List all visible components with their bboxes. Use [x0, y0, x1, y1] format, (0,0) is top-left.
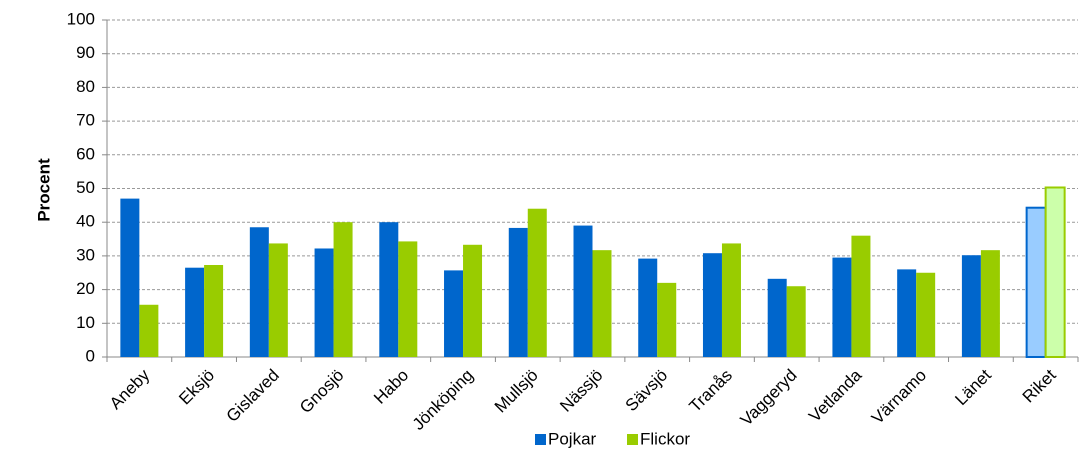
x-tick-label: Gnosjö: [296, 366, 348, 418]
x-tick-label: Habo: [370, 366, 412, 408]
bar: [1025, 206, 1047, 358]
x-tick-label: Eksjö: [175, 366, 218, 409]
x-tick-label: Vetlanda: [805, 365, 866, 426]
bar: [961, 255, 981, 357]
y-axis-label: Procent: [34, 158, 53, 222]
x-tick-label: Länet: [951, 365, 995, 409]
y-tick-label: 0: [86, 346, 95, 365]
x-tick-label: Nässjö: [556, 366, 606, 416]
bar: [139, 304, 159, 357]
bar: [527, 208, 547, 357]
bar: [702, 253, 722, 357]
bar: [185, 267, 205, 357]
y-tick-label: 50: [76, 178, 95, 197]
y-tick-label: 90: [76, 43, 95, 62]
bar: [638, 258, 658, 357]
x-tick-label: Gislaved: [223, 366, 283, 426]
legend-label: Pojkar: [548, 429, 597, 448]
y-tick-label: 40: [76, 212, 95, 231]
bar: [444, 270, 464, 357]
bar: [398, 241, 418, 357]
y-tick-label: 70: [76, 111, 95, 130]
bar: [379, 222, 399, 357]
y-tick-label: 80: [76, 77, 95, 96]
x-tick-label: Vaggeryd: [737, 366, 801, 430]
bar: [721, 243, 741, 357]
bar: [333, 222, 353, 357]
legend-label: Flickor: [640, 429, 690, 448]
bar: [851, 235, 871, 357]
y-tick-label: 30: [76, 245, 95, 264]
y-tick-label: 100: [67, 9, 95, 28]
bar: [980, 250, 1000, 357]
bar: [657, 282, 677, 357]
x-tick-label: Värnamo: [868, 366, 930, 428]
x-tick-label: Riket: [1019, 365, 1060, 406]
y-tick-label: 10: [76, 313, 95, 332]
bar: [463, 244, 483, 357]
bar: [832, 257, 852, 357]
bar: [592, 250, 612, 357]
legend-swatch: [627, 434, 638, 445]
y-tick-label: 20: [76, 279, 95, 298]
bar: [573, 225, 593, 357]
bar: [1044, 186, 1066, 358]
x-tick-label: Aneby: [106, 365, 154, 413]
x-tick-label: Mullsjö: [491, 366, 542, 417]
bar: [786, 286, 806, 357]
bar: [508, 227, 528, 357]
bar: [249, 227, 269, 357]
y-tick-label: 60: [76, 144, 95, 163]
x-tick-label: Sävsjö: [622, 366, 672, 416]
bar: [897, 269, 917, 357]
legend-swatch: [535, 434, 546, 445]
x-tick-label: Jönköping: [409, 366, 477, 434]
bar: [204, 264, 224, 357]
bar: [120, 198, 140, 357]
bar: [268, 243, 288, 357]
x-tick-label: Tranås: [686, 366, 736, 416]
bar: [916, 272, 936, 357]
bar: [767, 278, 787, 357]
bar: [314, 248, 334, 357]
